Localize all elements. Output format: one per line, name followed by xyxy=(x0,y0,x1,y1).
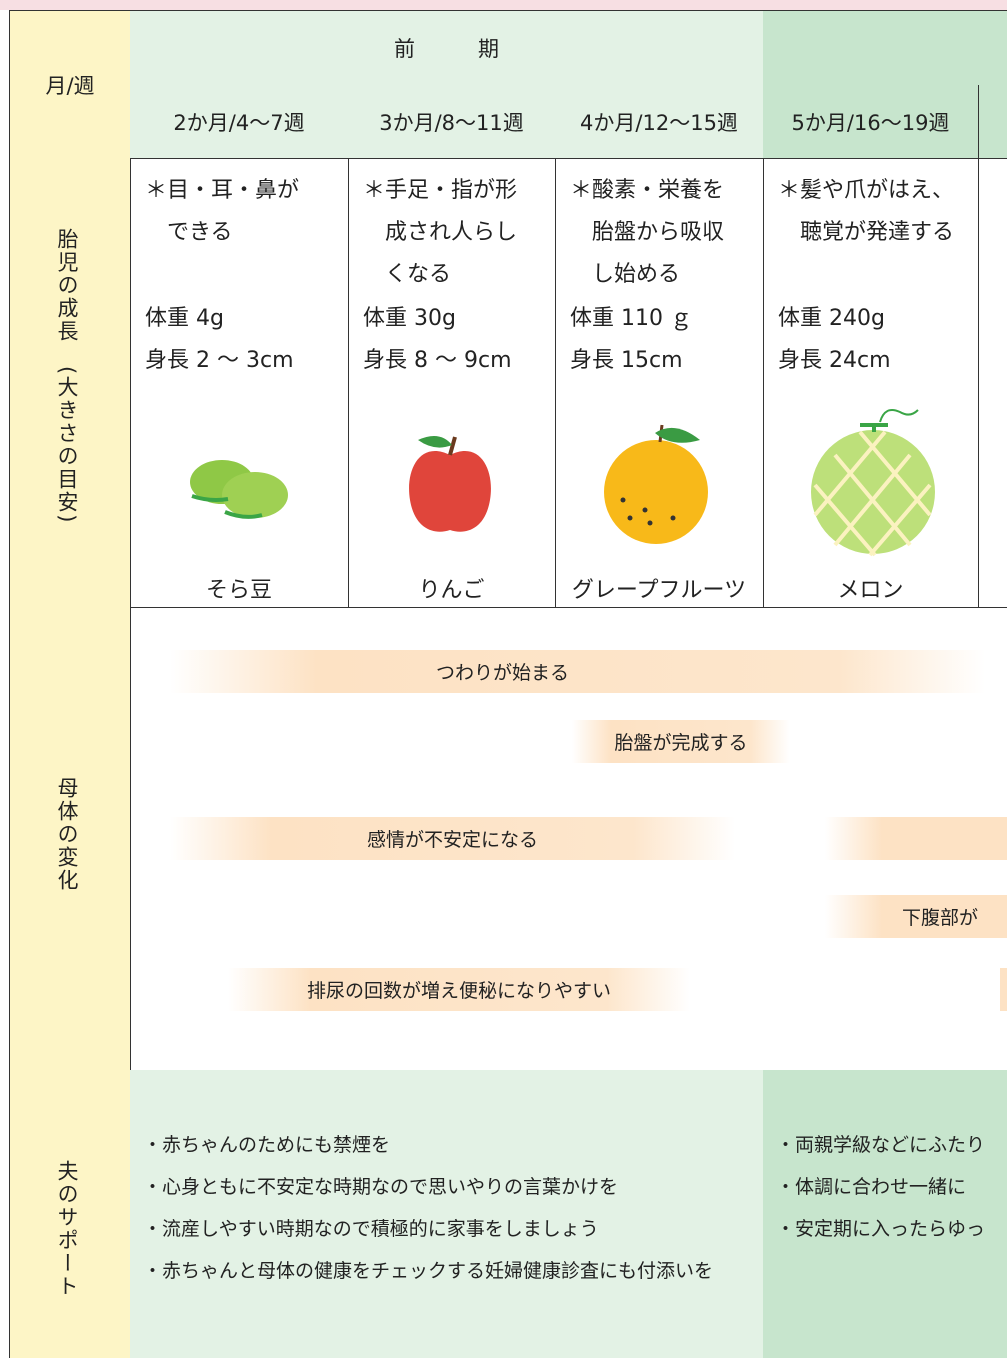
growth-text: ＊目・耳・鼻が xyxy=(145,178,300,203)
growth-cell xyxy=(763,158,979,608)
row-header: 母体の変化 xyxy=(10,607,131,1071)
change-text: 胎盤が完成する xyxy=(614,732,748,754)
change-bar: つわりが始まる xyxy=(170,650,985,693)
growth-cell xyxy=(130,158,349,608)
weight: 体重 110 ｇ xyxy=(570,306,692,331)
bean-icon xyxy=(190,460,288,519)
support-cell xyxy=(763,1070,1007,1358)
period-header-next xyxy=(763,10,1007,86)
month-week-header: 月/週 xyxy=(10,10,131,159)
support-item: ・安定期に入ったらゆっ xyxy=(776,1218,986,1240)
support-item: ・赤ちゃんと母体の健康をチェックする妊婦健康診査にも付添いを xyxy=(143,1260,714,1282)
support-cell xyxy=(130,1070,764,1358)
period-header: 前 期 xyxy=(130,10,764,86)
change-bar: 下腹部が xyxy=(825,895,1007,938)
column-header-next xyxy=(978,85,1007,159)
change-bar: 感情が不安定になる xyxy=(170,817,735,860)
support-item: ・赤ちゃんのためにも禁煙を xyxy=(143,1134,391,1156)
change-text: 排尿の回数が増え便秘になりやすい xyxy=(306,980,611,1002)
column-header: 2か月/4〜7週 xyxy=(130,85,349,159)
length: 身長 8 〜 9cm xyxy=(363,348,512,373)
change-text: つわりが始まる xyxy=(435,662,569,684)
column-header: 5か月/16〜19週 xyxy=(763,85,979,159)
growth-text: ＊酸素・栄養を xyxy=(570,178,725,203)
support-item: ・両親学級などにふたり xyxy=(776,1134,986,1156)
column-header: 4か月/12〜15週 xyxy=(555,85,764,159)
weight: 体重 4g xyxy=(145,306,224,331)
weight: 体重 240g xyxy=(778,306,885,331)
change-text: 下腹部が xyxy=(901,907,978,929)
growth-text: し始める xyxy=(570,262,681,287)
change-bar xyxy=(825,817,1007,860)
melon-icon xyxy=(811,409,935,557)
change-bar: 排尿の回数が増え便秘になりやすい xyxy=(228,968,690,1011)
growth-text: 胎盤から吸収 xyxy=(570,220,725,245)
fruit-name: りんご xyxy=(418,578,485,603)
growth-cell xyxy=(555,158,764,608)
row-header: 夫のサポート xyxy=(10,1070,131,1358)
support-item: ・体調に合わせ一緒に xyxy=(776,1176,967,1198)
row-label: 夫のサポート xyxy=(55,1160,79,1298)
change-bar xyxy=(1000,968,1007,1011)
length: 身長 24cm xyxy=(778,348,891,373)
growth-text: 成され人らし xyxy=(363,220,518,245)
support-item: ・流産しやすい時期なので積極的に家事をしましょう xyxy=(143,1218,599,1240)
growth-text: ＊手足・指が形 xyxy=(363,178,518,203)
cell xyxy=(978,158,1007,608)
growth-cell xyxy=(348,158,556,608)
length: 身長 2 〜 3cm xyxy=(145,348,294,373)
growth-text: 聴覚が発達する xyxy=(778,220,955,245)
apple-icon xyxy=(409,436,491,532)
fruit-name: メロン xyxy=(837,578,904,603)
grapefruit-icon xyxy=(604,424,708,544)
support-item: ・心身ともに不安定な時期なので思いやりの言葉かけを xyxy=(143,1176,619,1198)
row-label: 母体の変化 xyxy=(55,777,79,892)
fruit-name: グレープフルーツ xyxy=(571,578,747,603)
change-text: 感情が不安定になる xyxy=(366,829,538,851)
growth-text: ＊髪や爪がはえ、 xyxy=(778,178,955,203)
top-strip xyxy=(0,0,1007,10)
growth-text: くなる xyxy=(363,262,452,287)
change-bar: 胎盤が完成する xyxy=(572,720,790,763)
row-header: 胎児の成長 (大きさの目安) xyxy=(10,158,131,608)
growth-text: できる xyxy=(145,220,233,245)
row-label: 胎児の成長 (大きさの目安) xyxy=(55,228,79,525)
weight: 体重 30g xyxy=(363,306,456,331)
column-header: 3か月/8〜11週 xyxy=(348,85,556,159)
length: 身長 15cm xyxy=(570,348,683,373)
left-margin xyxy=(0,10,10,1358)
fruit-name: そら豆 xyxy=(205,578,272,603)
